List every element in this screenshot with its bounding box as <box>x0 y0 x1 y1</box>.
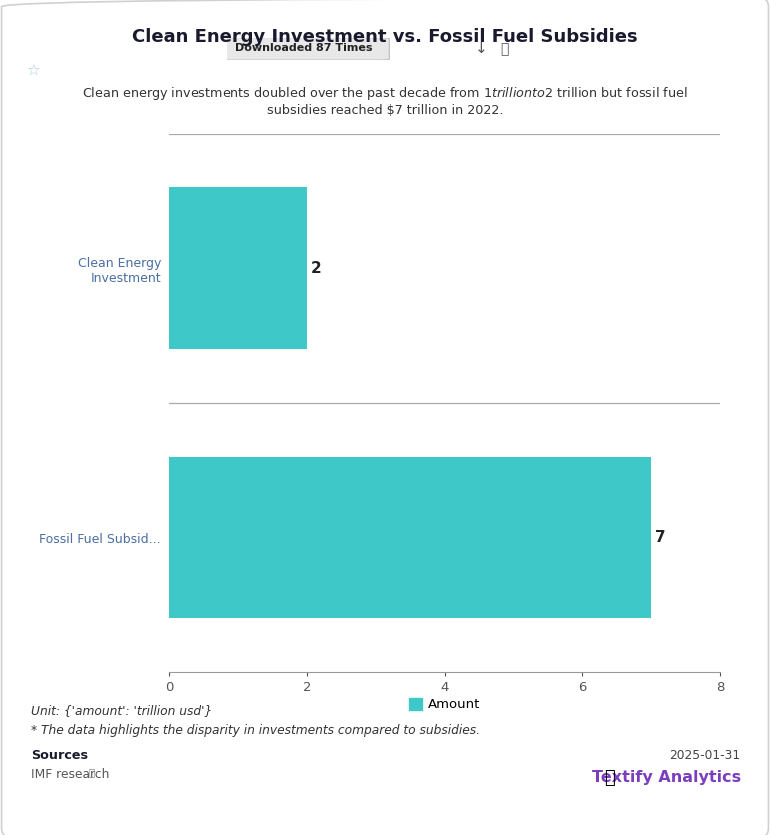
Text: Clean energy investments doubled over the past decade from $1 trillion to $2 tri: Clean energy investments doubled over th… <box>82 85 688 102</box>
Text: IMF research: IMF research <box>31 768 109 782</box>
Text: * The data highlights the disparity in investments compared to subsidies.: * The data highlights the disparity in i… <box>31 724 480 737</box>
Text: ↓: ↓ <box>475 42 487 56</box>
Legend: Amount: Amount <box>403 693 486 716</box>
Text: 🔗: 🔗 <box>89 767 95 777</box>
Text: Downloaded 87 Times: Downloaded 87 Times <box>236 43 373 53</box>
FancyBboxPatch shape <box>219 38 390 60</box>
Text: Textify Analytics: Textify Analytics <box>591 770 741 785</box>
Text: ☆: ☆ <box>25 63 39 78</box>
Text: Clean Energy Investment vs. Fossil Fuel Subsidies: Clean Energy Investment vs. Fossil Fuel … <box>132 28 638 46</box>
Text: ⎋: ⎋ <box>500 42 508 56</box>
Text: 7: 7 <box>655 530 666 545</box>
Text: subsidies reached $7 trillion in 2022.: subsidies reached $7 trillion in 2022. <box>266 104 504 118</box>
Text: Unit: {'amount': 'trillion usd'}: Unit: {'amount': 'trillion usd'} <box>31 704 212 717</box>
Text: Sources: Sources <box>31 749 88 762</box>
Bar <box>169 457 651 618</box>
Text: 👾: 👾 <box>604 768 615 787</box>
Text: 2025-01-31: 2025-01-31 <box>670 749 741 762</box>
Text: 2: 2 <box>311 261 322 276</box>
Bar <box>169 188 307 349</box>
